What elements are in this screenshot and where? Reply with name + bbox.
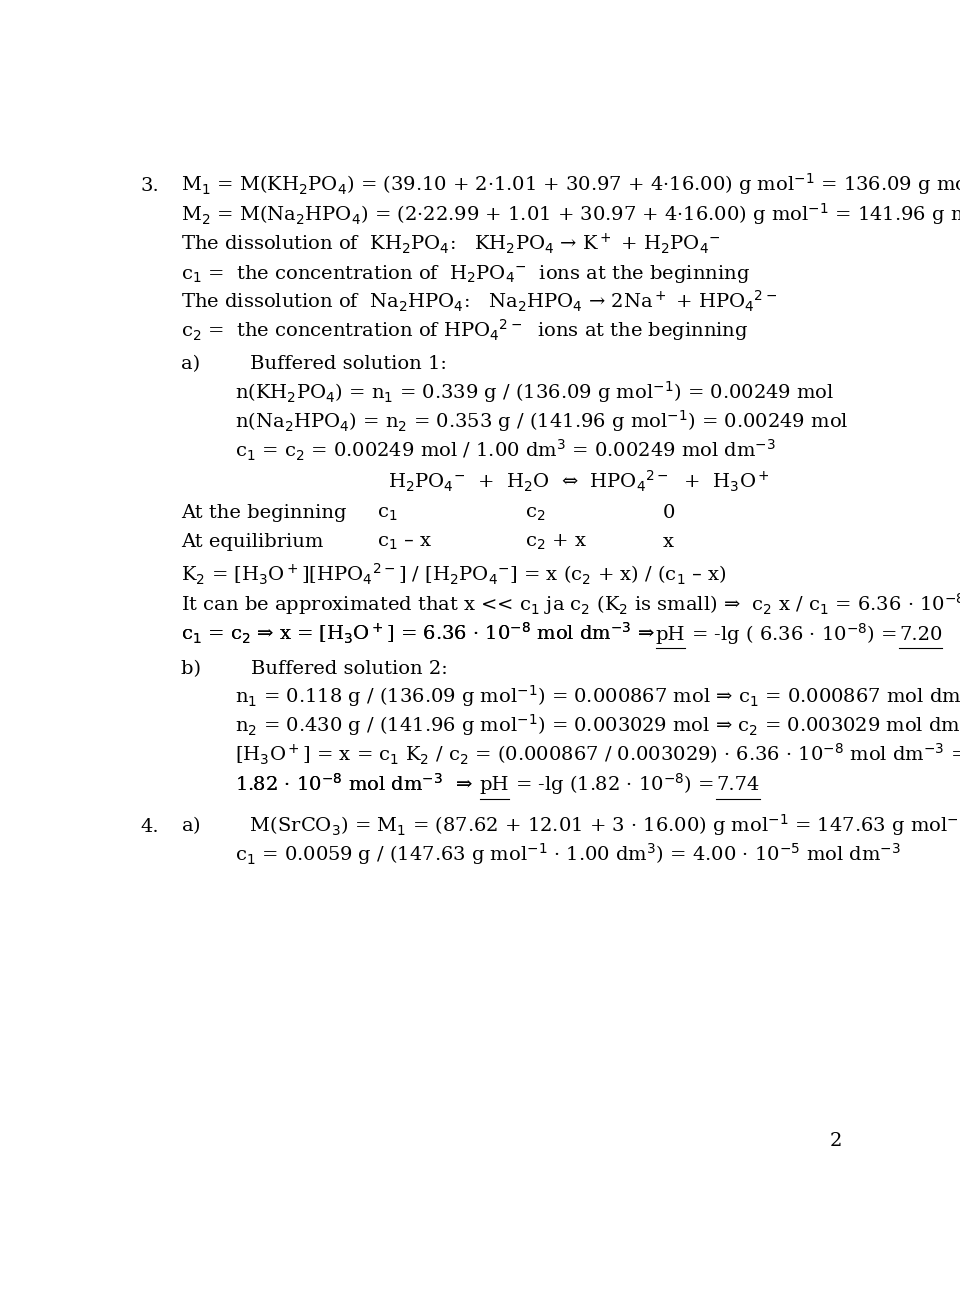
Text: M$_1$ = M(KH$_2$PO$_4$) = (39.10 + 2·1.01 + 30.97 + 4·16.00) g mol$^{-1}$ = 136.: M$_1$ = M(KH$_2$PO$_4$) = (39.10 + 2·1.0… [181, 171, 960, 198]
Text: c$_1$ = c$_2$ = 0.00249 mol / 1.00 dm$^3$ = 0.00249 mol dm$^{-3}$: c$_1$ = c$_2$ = 0.00249 mol / 1.00 dm$^3… [235, 437, 777, 463]
Text: 2: 2 [829, 1131, 842, 1150]
Text: = -lg (1.82 · 10$^{-8}$) =: = -lg (1.82 · 10$^{-8}$) = [510, 770, 716, 797]
Text: a)        M(SrCO$_3$) = M$_1$ = (87.62 + 12.01 + 3 · 16.00) g mol$^{-1}$ = 147.6: a) M(SrCO$_3$) = M$_1$ = (87.62 + 12.01 … [181, 812, 960, 838]
Text: 7.74: 7.74 [716, 777, 759, 794]
Text: [H$_3$O$^+$] = x = c$_1$ K$_2$ / c$_2$ = (0.000867 / 0.003029) · 6.36 · 10$^{-8}: [H$_3$O$^+$] = x = c$_1$ K$_2$ / c$_2$ =… [235, 742, 960, 766]
Text: 1.82 · 10$^{-8}$ mol dm$^{-3}$  ⇒: 1.82 · 10$^{-8}$ mol dm$^{-3}$ ⇒ [235, 773, 480, 794]
Text: x: x [663, 532, 674, 551]
Text: At the beginning: At the beginning [181, 504, 347, 522]
Text: 7.20: 7.20 [900, 627, 943, 645]
Text: At equilibrium: At equilibrium [181, 532, 324, 551]
Text: b)        Buffered solution 2:: b) Buffered solution 2: [181, 659, 447, 678]
Text: n$_2$ = 0.430 g / (141.96 g mol$^{-1}$) = 0.003029 mol ⇒ c$_2$ = 0.003029 mol dm: n$_2$ = 0.430 g / (141.96 g mol$^{-1}$) … [235, 713, 960, 738]
Text: It can be approximated that x << c$_1$ ja c$_2$ (K$_2$ is small) ⇒  c$_2$ x / c$: It can be approximated that x << c$_1$ j… [181, 591, 960, 617]
Text: n(KH$_2$PO$_4$) = n$_1$ = 0.339 g / (136.09 g mol$^{-1}$) = 0.00249 mol: n(KH$_2$PO$_4$) = n$_1$ = 0.339 g / (136… [235, 379, 834, 405]
Text: c$_1$ = 0.0059 g / (147.63 g mol$^{-1}$ · 1.00 dm$^3$) = 4.00 · 10$^{-5}$ mol dm: c$_1$ = 0.0059 g / (147.63 g mol$^{-1}$ … [235, 841, 901, 867]
Text: c$_1$: c$_1$ [376, 505, 397, 523]
Text: n$_1$ = 0.118 g / (136.09 g mol$^{-1}$) = 0.000867 mol ⇒ c$_1$ = 0.000867 mol dm: n$_1$ = 0.118 g / (136.09 g mol$^{-1}$) … [235, 683, 960, 709]
Text: The dissolution of  KH$_2$PO$_4$:   KH$_2$PO$_4$ → K$^+$ + H$_2$PO$_4$$^{-}$: The dissolution of KH$_2$PO$_4$: KH$_2$P… [181, 232, 720, 255]
Text: c$_1$ – x: c$_1$ – x [376, 534, 432, 552]
Text: pH: pH [480, 777, 510, 794]
Text: = -lg ( 6.36 · 10$^{-8}$) =: = -lg ( 6.36 · 10$^{-8}$) = [685, 621, 900, 646]
Text: pH: pH [656, 627, 685, 645]
Text: 0: 0 [663, 504, 676, 522]
Text: 4.: 4. [141, 818, 159, 836]
Text: H$_2$PO$_4$$^{-}$  +  H$_2$O  ⇔  HPO$_4$$^{2-}$  +  H$_3$O$^+$: H$_2$PO$_4$$^{-}$ + H$_2$O ⇔ HPO$_4$$^{2… [388, 468, 770, 494]
Text: c$_1$ = c$_2$ ⇒ x = [H$_3$O$^+$] = 6.36 · 10$^{-8}$ mol dm$^{-3}$ ⇒: c$_1$ = c$_2$ ⇒ x = [H$_3$O$^+$] = 6.36 … [181, 621, 656, 646]
Text: K$_2$ = [H$_3$O$^+$][HPO$_4$$^{2-}$] / [H$_2$PO$_4$$^{-}$] = x (c$_2$ + x) / (c$: K$_2$ = [H$_3$O$^+$][HPO$_4$$^{2-}$] / [… [181, 562, 727, 587]
Text: 3.: 3. [141, 177, 159, 195]
Text: M$_2$ = M(Na$_2$HPO$_4$) = (2·22.99 + 1.01 + 30.97 + 4·16.00) g mol$^{-1}$ = 141: M$_2$ = M(Na$_2$HPO$_4$) = (2·22.99 + 1.… [181, 200, 960, 226]
Text: n(Na$_2$HPO$_4$) = n$_2$ = 0.353 g / (141.96 g mol$^{-1}$) = 0.00249 mol: n(Na$_2$HPO$_4$) = n$_2$ = 0.353 g / (14… [235, 408, 849, 434]
Text: a)        Buffered solution 1:: a) Buffered solution 1: [181, 356, 447, 374]
Text: c$_2$ =  the concentration of HPO$_4$$^{2-}$  ions at the beginning: c$_2$ = the concentration of HPO$_4$$^{2… [181, 318, 749, 344]
Text: c$_2$ + x: c$_2$ + x [525, 532, 588, 552]
Text: c$_1$ =  the concentration of  H$_2$PO$_4$$^{-}$  ions at the beginning: c$_1$ = the concentration of H$_2$PO$_4$… [181, 263, 750, 285]
Text: c$_2$: c$_2$ [525, 505, 546, 523]
Text: c$_1$ = c$_2$ ⇒ x = [H$_3$O$^+$] = 6.36 · 10$^{-8}$ mol dm$^{-3}$ ⇒: c$_1$ = c$_2$ ⇒ x = [H$_3$O$^+$] = 6.36 … [181, 621, 656, 646]
Text: 1.82 · 10$^{-8}$ mol dm$^{-3}$  ⇒: 1.82 · 10$^{-8}$ mol dm$^{-3}$ ⇒ [235, 773, 480, 794]
Text: The dissolution of  Na$_2$HPO$_4$:   Na$_2$HPO$_4$ → 2Na$^+$ + HPO$_4$$^{2-}$: The dissolution of Na$_2$HPO$_4$: Na$_2$… [181, 288, 778, 314]
